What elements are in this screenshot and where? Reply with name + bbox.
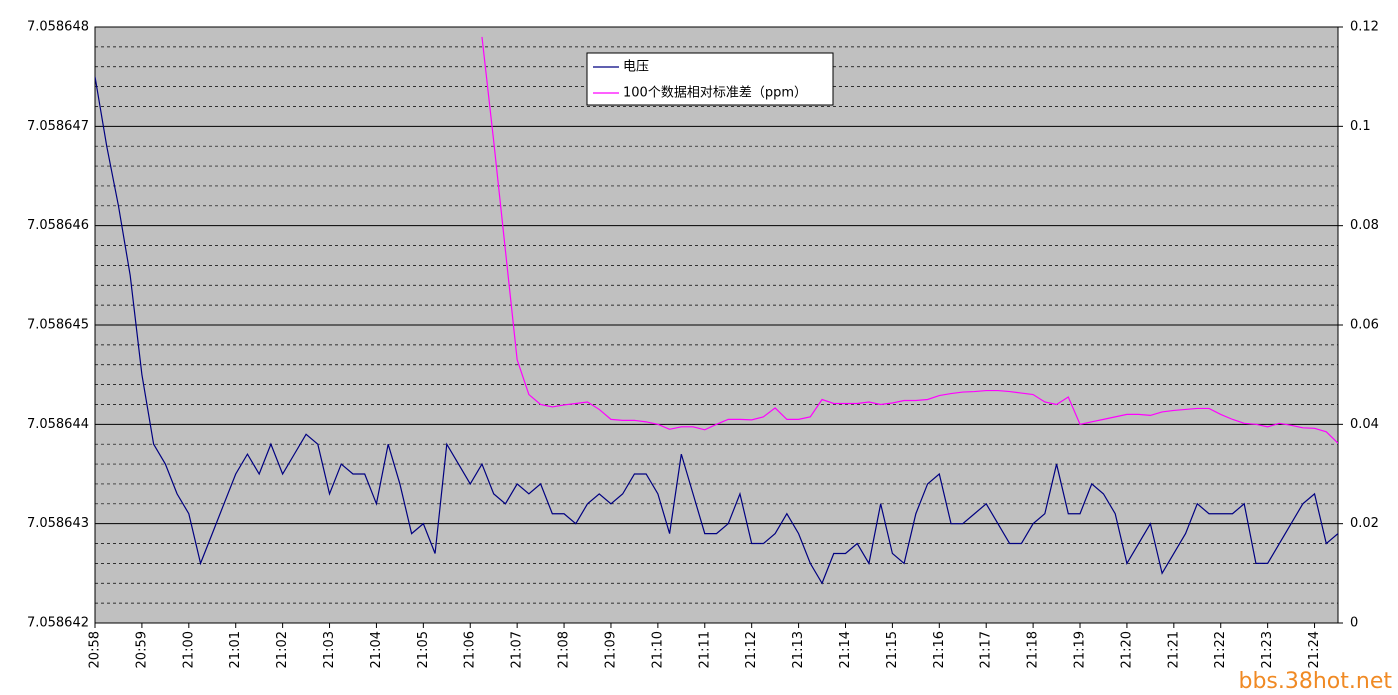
y2-tick-label: 0 bbox=[1350, 616, 1358, 631]
y2-tick-label: 0.06 bbox=[1350, 318, 1379, 333]
x-tick-label: 21:00 bbox=[181, 631, 196, 668]
y-tick-label: 7.058646 bbox=[27, 218, 89, 233]
x-tick-label: 21:11 bbox=[697, 631, 712, 668]
y-tick-label: 7.058643 bbox=[27, 516, 89, 531]
legend-box bbox=[586, 52, 834, 106]
y-tick-label: 7.058644 bbox=[27, 417, 89, 432]
x-tick-label: 21:22 bbox=[1213, 631, 1228, 668]
series-line bbox=[481, 36, 1338, 444]
y2-tick-label: 0.1 bbox=[1350, 119, 1371, 134]
x-tick-label: 21:24 bbox=[1307, 631, 1322, 668]
y-tick-label: 7.058645 bbox=[27, 318, 89, 333]
x-tick-label: 20:59 bbox=[134, 631, 149, 668]
y-tick-label: 7.058642 bbox=[27, 616, 89, 631]
y2-tick-label: 0.02 bbox=[1350, 516, 1379, 531]
x-tick-label: 21:16 bbox=[932, 631, 947, 668]
x-tick-label: 21:23 bbox=[1260, 631, 1275, 668]
x-tick-label: 21:02 bbox=[275, 631, 290, 668]
legend-label: 电压 bbox=[623, 60, 649, 75]
x-tick-label: 20:58 bbox=[88, 631, 103, 668]
watermark: bbs.38hot.net bbox=[1238, 669, 1392, 694]
x-tick-label: 21:18 bbox=[1026, 631, 1041, 668]
x-tick-label: 21:08 bbox=[557, 631, 572, 668]
x-tick-label: 21:03 bbox=[322, 631, 337, 668]
x-tick-label: 21:15 bbox=[885, 631, 900, 668]
x-tick-label: 21:21 bbox=[1166, 631, 1181, 668]
x-tick-label: 21:14 bbox=[838, 631, 853, 668]
x-tick-label: 21:05 bbox=[416, 631, 431, 668]
x-tick-label: 21:09 bbox=[603, 631, 618, 668]
y2-tick-label: 0.08 bbox=[1350, 218, 1379, 233]
legend-label: 100个数据相对标准差（ppm） bbox=[623, 86, 807, 101]
y2-tick-label: 0.12 bbox=[1350, 20, 1379, 35]
x-tick-label: 21:07 bbox=[510, 631, 525, 668]
x-tick-label: 21:13 bbox=[791, 631, 806, 668]
x-tick-label: 21:19 bbox=[1073, 631, 1088, 668]
x-tick-label: 21:01 bbox=[228, 631, 243, 668]
x-tick-label: 21:17 bbox=[979, 631, 994, 668]
x-tick-label: 21:20 bbox=[1119, 631, 1134, 668]
y-tick-label: 7.058647 bbox=[27, 119, 89, 134]
x-tick-label: 21:06 bbox=[463, 631, 478, 668]
x-tick-label: 21:10 bbox=[650, 631, 665, 668]
x-tick-label: 21:12 bbox=[744, 631, 759, 668]
x-tick-label: 21:04 bbox=[369, 631, 384, 668]
series-line bbox=[95, 76, 1338, 585]
y2-tick-label: 0.04 bbox=[1350, 417, 1379, 432]
y-tick-label: 7.058648 bbox=[27, 20, 89, 35]
